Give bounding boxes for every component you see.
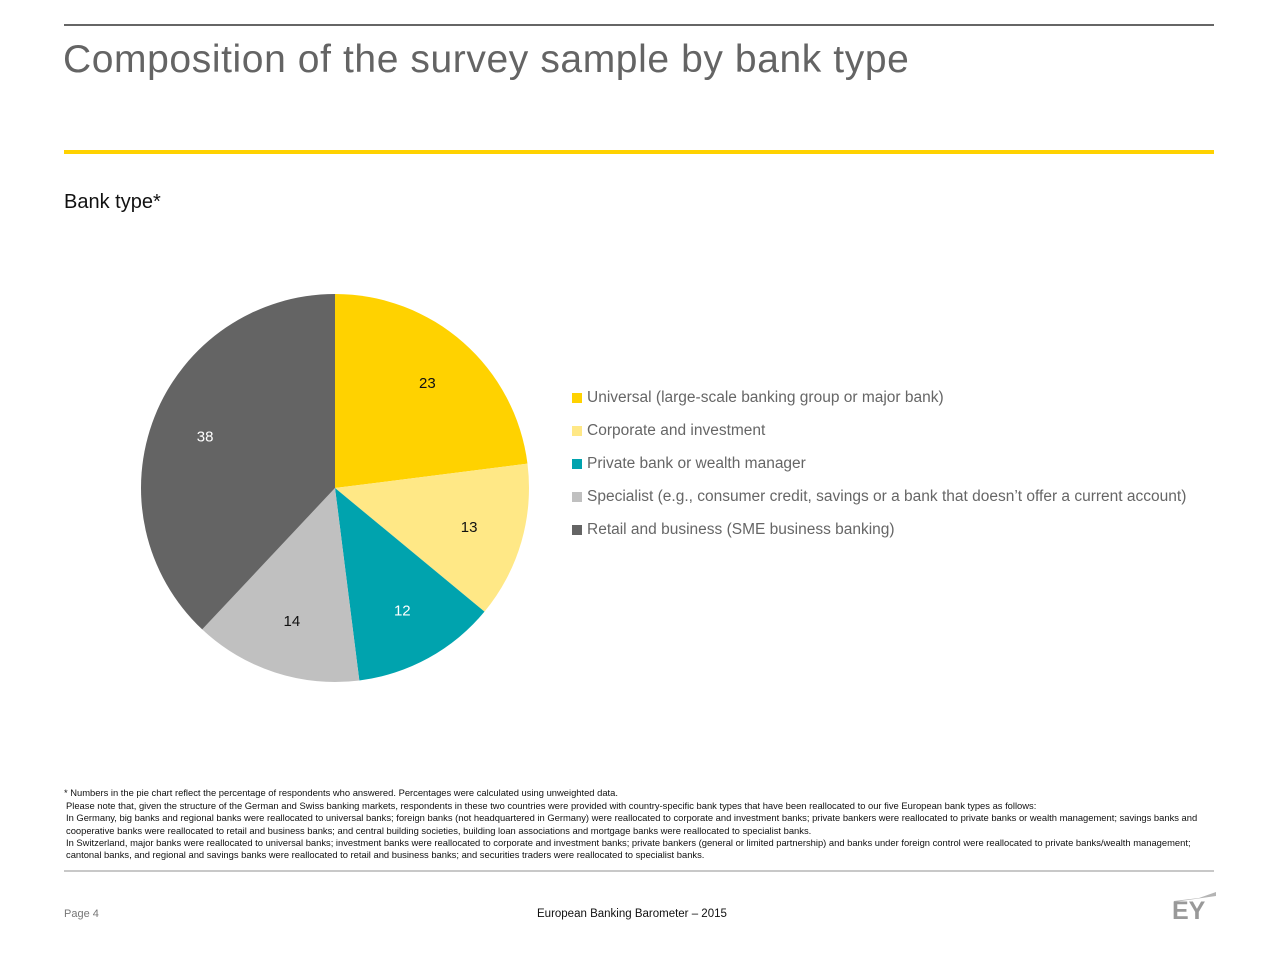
chart-title: Bank type* — [64, 191, 161, 213]
page-number: Page 4 — [64, 908, 99, 920]
accent-divider — [64, 150, 1214, 154]
legend-label: Retail and business (SME business bankin… — [587, 521, 895, 538]
footnote-line: * Numbers in the pie chart reflect the p… — [64, 787, 618, 798]
logo-text: EY — [1172, 897, 1206, 920]
pie-slice — [335, 488, 485, 681]
legend-item: Retail and business (SME business bankin… — [572, 520, 1186, 553]
legend-label: Specialist (e.g., consumer credit, savin… — [587, 488, 1187, 505]
pie-chart: 23 13 12 14 38 — [141, 294, 529, 682]
legend-item: Corporate and investment — [572, 421, 1186, 454]
slice-value-label: 13 — [461, 519, 478, 536]
legend-item: Universal (large-scale banking group or … — [572, 388, 1186, 421]
chart-legend: Universal (large-scale banking group or … — [572, 388, 1186, 553]
legend-swatch — [572, 426, 582, 436]
legend-swatch — [572, 393, 582, 403]
legend-item: Private bank or wealth manager — [572, 454, 1186, 487]
legend-label: Universal (large-scale banking group or … — [587, 389, 944, 406]
legend-swatch — [572, 459, 582, 469]
pie-slice — [141, 294, 335, 630]
pie-slice — [335, 294, 528, 488]
slice-value-label: 14 — [283, 613, 300, 630]
legend-item: Specialist (e.g., consumer credit, savin… — [572, 487, 1186, 520]
pie-slice — [202, 488, 360, 682]
page-title: Composition of the survey sample by bank… — [63, 38, 910, 81]
footnote-line: Please note that, given the structure of… — [66, 800, 1037, 812]
legend-label: Private bank or wealth manager — [587, 455, 806, 472]
legend-swatch — [572, 492, 582, 502]
slice-value-label: 12 — [394, 602, 411, 619]
pie-slice — [335, 463, 529, 612]
report-name: European Banking Barometer – 2015 — [537, 908, 727, 920]
top-divider — [64, 24, 1214, 26]
slice-value-label: 38 — [197, 429, 214, 446]
bottom-divider — [64, 870, 1214, 872]
footnotes: * Numbers in the pie chart reflect the p… — [64, 787, 1214, 861]
slice-value-label: 23 — [419, 375, 436, 392]
legend-swatch — [572, 525, 582, 535]
ey-logo: EY — [1172, 892, 1216, 920]
footnote-line: In Germany, big banks and regional banks… — [66, 812, 1198, 836]
footnote-line: In Switzerland, major banks were realloc… — [66, 836, 1191, 861]
legend-label: Corporate and investment — [587, 422, 766, 439]
